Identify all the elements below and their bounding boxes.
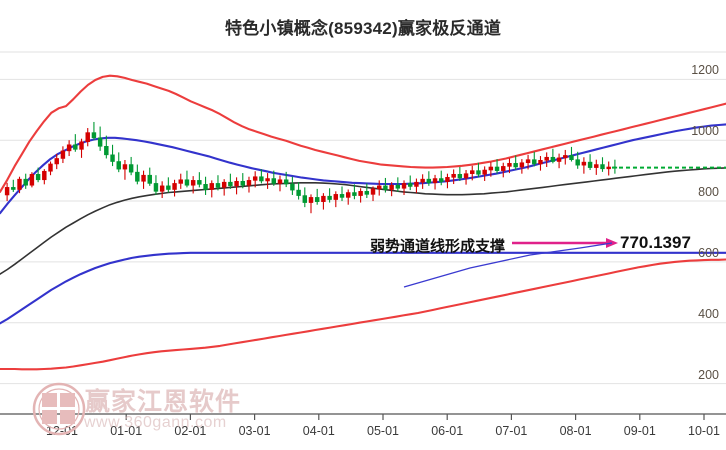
x-axis-tick-label: 04-01: [302, 424, 335, 438]
page-title: 特色小镇概念(859342)赢家极反通道: [224, 19, 502, 38]
x-axis-tick-label: 08-01: [559, 424, 592, 438]
x-axis-tick-label: 06-01: [431, 424, 464, 438]
watermark-brand: 赢家江恩软件: [85, 388, 242, 416]
watermark-url: www.360gann.com: [84, 414, 227, 431]
gridlines: [0, 51, 726, 385]
moving-average-line: [0, 167, 726, 275]
x-axis-tick-label: 01-01: [110, 424, 143, 438]
y-axis-tick-label: 200: [698, 367, 719, 382]
x-axis-tick-label: 02-01: [174, 424, 207, 438]
x-axis-tick-label: 03-01: [238, 424, 271, 438]
x-axis-tick-label: 07-01: [495, 424, 528, 438]
x-axis-tick-label: 05-01: [367, 424, 399, 438]
y-axis-tick-label: 400: [698, 306, 719, 321]
candlestick-series: [4, 121, 618, 214]
seal-logo-icon: [32, 382, 86, 436]
y-axis-tick-label: 800: [698, 185, 719, 200]
y-axis-tick-label: 600: [698, 245, 719, 260]
channel-lines: [0, 74, 726, 371]
x-axis-tick-label: 10-01: [688, 424, 720, 438]
annotation-arrow: [403, 238, 618, 288]
y-axis-tick-label: 1200: [691, 63, 719, 78]
y-axis-tick-label: 1000: [691, 124, 719, 139]
x-axis-tick-label: 09-01: [623, 424, 656, 438]
annotation-value: 770.1397: [620, 233, 691, 252]
annotation-label: 弱势通道线形成支撑: [370, 238, 506, 255]
